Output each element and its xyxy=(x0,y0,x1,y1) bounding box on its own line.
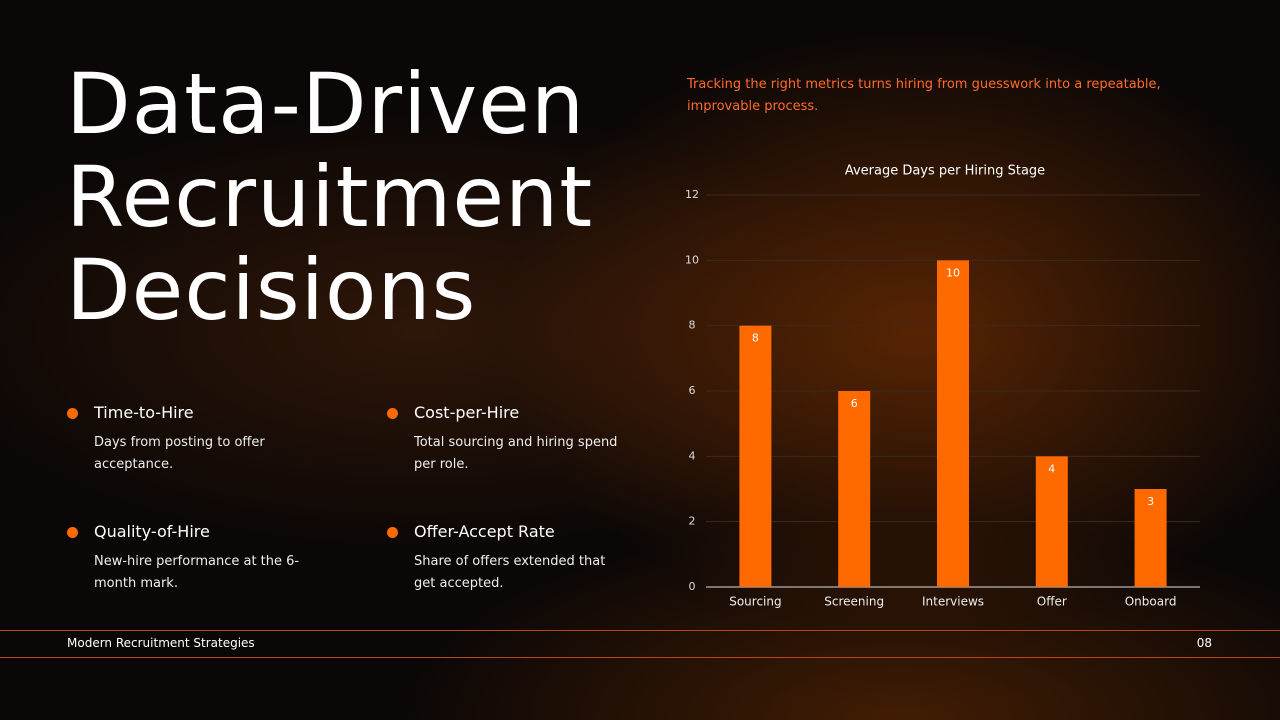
y-tick-label: 2 xyxy=(689,515,696,528)
footer-rule xyxy=(0,630,1280,631)
title-line: Data-Driven xyxy=(66,55,586,153)
metric: Quality-of-Hire New-hire performance at t… xyxy=(67,521,314,595)
page-number: 08 xyxy=(1196,636,1212,650)
title-line: Decisions xyxy=(66,241,477,339)
y-tick-label: 10 xyxy=(685,253,699,266)
metric-title: Offer-Accept Rate xyxy=(414,522,555,541)
bar xyxy=(838,391,871,587)
value-label: 4 xyxy=(1048,462,1055,475)
value-label: 6 xyxy=(851,397,858,410)
metric-title: Time-to-Hire xyxy=(94,403,194,422)
metric-title: Cost-per-Hire xyxy=(414,403,520,422)
y-tick-label: 0 xyxy=(689,580,696,593)
y-tick-label: 4 xyxy=(689,449,696,462)
x-tick-label: Interviews xyxy=(922,595,984,609)
metric-description: Share of offers extended that get accept… xyxy=(414,554,606,591)
bar xyxy=(937,260,969,587)
x-tick-label: Sourcing xyxy=(729,595,781,609)
slide-title: Data-Driven Recruitment Decisions xyxy=(66,58,593,337)
subtitle: Tracking the right metrics turns hiring … xyxy=(687,77,1161,114)
metric: Time-to-Hire Days from posting to offer a… xyxy=(67,402,314,476)
metric: Cost-per-Hire Total sourcing and hiring s… xyxy=(387,402,634,476)
chart-title: Average Days per Hiring Stage xyxy=(845,164,1045,179)
footer-rule xyxy=(0,657,1280,658)
bar xyxy=(739,325,772,587)
metric-title: Quality-of-Hire xyxy=(94,522,210,541)
bar xyxy=(1035,456,1068,587)
value-label: 3 xyxy=(1147,495,1154,508)
y-tick-label: 6 xyxy=(689,384,696,397)
value-label: 10 xyxy=(946,266,960,279)
footer-text: Modern Recruitment Strategies xyxy=(67,636,255,650)
y-tick-label: 12 xyxy=(685,188,699,201)
x-tick-label: Screening xyxy=(824,595,884,609)
x-tick-label: Onboard xyxy=(1125,595,1177,609)
y-tick-label: 8 xyxy=(689,319,696,332)
metric-description: Days from posting to offer acceptance. xyxy=(94,435,265,472)
title-line: Recruitment xyxy=(66,148,594,246)
value-label: 8 xyxy=(752,332,759,345)
x-tick-label: Offer xyxy=(1037,595,1067,609)
metric-description: Total sourcing and hiring spend per role… xyxy=(414,435,618,472)
metric: Offer-Accept Rate Share of offers extende… xyxy=(387,521,634,595)
bar xyxy=(1134,489,1167,587)
metric-description: New-hire performance at the 6-month mark… xyxy=(94,554,300,591)
